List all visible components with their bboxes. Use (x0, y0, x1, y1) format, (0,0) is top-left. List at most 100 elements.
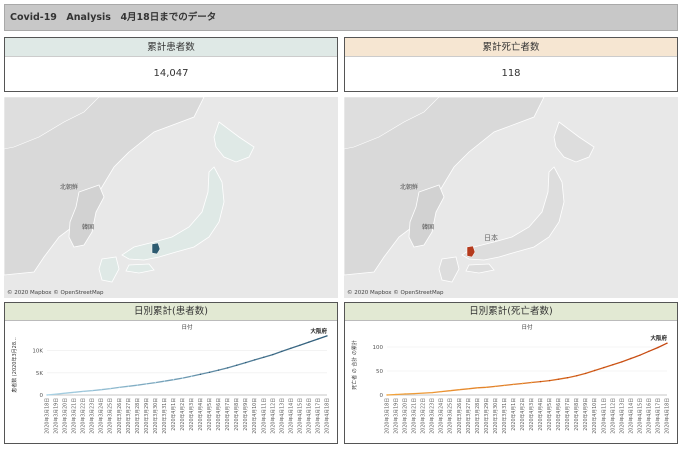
map-deaths-svg: 北朝鮮 韓国 日本 (344, 97, 678, 298)
x-tick-label: 2020年3月18日 (44, 398, 51, 434)
x-tick-label: 2020年4月6日 (555, 398, 562, 431)
x-tick-label: 2020年4月5日 (206, 398, 213, 431)
data-point (290, 347, 292, 349)
x-tick-label: 2020年4月3日 (528, 398, 535, 431)
x-tick-label: 2020年4月7日 (564, 398, 571, 431)
data-point (431, 391, 433, 394)
chart-deaths[interactable]: 日別累計(死亡者数) 日付 死亡者 の 合計 の累計 0 50 100 2020年3月18… (344, 302, 678, 444)
x-tick-label: 2020年4月10日 (251, 398, 258, 434)
data-point (585, 372, 587, 375)
y-tick-label: 0 (40, 393, 44, 399)
series-line (386, 342, 668, 396)
x-tick-label: 2020年3月21日 (71, 398, 78, 434)
x-tick-label: 2020年4月7日 (224, 398, 231, 431)
data-point (395, 393, 397, 396)
data-point (73, 391, 75, 393)
data-point (91, 389, 93, 392)
chart-cases[interactable]: 日別累計(患者数) 日付 患者数 (2020年3月28... 0 5K 10K 2020年… (4, 302, 338, 444)
x-tick-label: 2020年3月31日 (501, 398, 508, 434)
x-tick-label: 2020年3月18日 (384, 398, 391, 434)
data-point (576, 375, 578, 377)
data-point (145, 383, 148, 385)
data-point (386, 394, 388, 396)
data-point (548, 379, 551, 382)
data-point (657, 346, 659, 349)
data-point (485, 386, 488, 388)
data-point (281, 350, 283, 353)
x-tick-label: 2020年4月16日 (305, 398, 312, 434)
data-point (530, 381, 533, 384)
kpi-cases-card[interactable]: 累計患者数 14,047 (4, 37, 338, 92)
map-cases-svg: 北朝鮮 韓国 (4, 97, 338, 298)
x-tick-label: 2020年4月11日 (260, 398, 267, 434)
label-japan: 日本 (484, 233, 498, 242)
data-point (521, 382, 524, 385)
map-credit[interactable]: © 2020 Mapbox © OpenStreetMap (7, 290, 104, 296)
map-cases[interactable]: 北朝鮮 韓国 © 2020 Mapbox © OpenStreetMap (4, 97, 338, 298)
chart-deaths-title: 日別累計(死亡者数) (345, 303, 677, 321)
x-tick-label: 2020年3月23日 (429, 398, 436, 434)
x-tick-label: 2020年4月15日 (636, 398, 643, 434)
map-deaths[interactable]: 北朝鮮 韓国 日本 © 2020 Mapbox © OpenStreetMap (344, 97, 678, 298)
kpi-deaths-card[interactable]: 累計死亡者数 118 (344, 37, 678, 92)
x-tick-label: 2020年3月28日 (134, 398, 141, 434)
x-tick-label: 2020年4月15日 (296, 398, 303, 434)
kpi-cases-value: 14,047 (153, 68, 189, 79)
x-tick-label: 2020年4月1日 (170, 398, 177, 431)
x-tick-label: 2020年4月10日 (591, 398, 598, 434)
x-tick-label: 2020年4月13日 (278, 398, 285, 434)
data-point (404, 393, 406, 395)
x-tick-label: 2020年4月4日 (537, 398, 544, 431)
y-tick-label: 5K (36, 371, 43, 377)
y-tick-label: 50 (376, 369, 383, 375)
data-point (557, 378, 560, 380)
x-tick-label: 2020年3月26日 (456, 398, 463, 434)
data-point (308, 341, 310, 343)
data-point (440, 390, 442, 393)
x-tick-label: 2020年3月30日 (492, 398, 499, 434)
x-tick-label: 2020年3月24日 (98, 398, 105, 434)
data-point (118, 386, 121, 389)
kpi-cases-label: 累計患者数 (5, 38, 337, 57)
x-tick-label: 2020年3月23日 (89, 398, 96, 434)
data-point (512, 383, 515, 386)
data-point (245, 361, 247, 364)
x-tick-label: 2020年3月20日 (62, 398, 69, 434)
data-point (190, 375, 193, 377)
x-tick-label: 2020年4月12日 (269, 398, 276, 434)
data-point (648, 350, 650, 352)
x-tick-label: 2020年3月30日 (152, 398, 159, 434)
x-tick-label: 2020年3月27日 (125, 398, 132, 434)
data-point (326, 335, 328, 337)
data-point (181, 377, 184, 379)
label-north-korea: 北朝鮮 (400, 183, 418, 191)
x-tick-label: 2020年4月14日 (287, 398, 294, 434)
label-north-korea: 北朝鮮 (60, 183, 78, 191)
x-tick-label: 2020年3月25日 (447, 398, 454, 434)
data-point (154, 381, 157, 384)
data-point (630, 357, 632, 360)
data-point (82, 390, 84, 393)
data-point (172, 379, 175, 381)
series-end-label: 大阪府 (650, 334, 667, 342)
data-point (317, 338, 319, 340)
x-tick-label: 2020年4月9日 (582, 398, 589, 431)
data-point (449, 390, 451, 392)
map-credit[interactable]: © 2020 Mapbox © OpenStreetMap (347, 290, 444, 296)
y-axis-title: 死亡者 の 合計 の累計 (351, 340, 358, 390)
data-point (64, 392, 66, 394)
data-point (254, 359, 256, 361)
x-tick-label: 2020年4月17日 (654, 398, 661, 434)
data-point (603, 366, 605, 369)
x-tick-label: 2020年4月18日 (324, 398, 331, 434)
data-point (422, 392, 424, 394)
x-tick-label: 2020年4月9日 (242, 398, 249, 431)
label-south-korea: 韓国 (82, 223, 94, 231)
x-tick-label: 2020年4月2日 (179, 398, 186, 431)
x-tick-label: 2020年3月29日 (143, 398, 150, 434)
x-tick-label: 2020年4月6日 (215, 398, 222, 431)
x-tick-label: 2020年3月28日 (474, 398, 481, 434)
data-point (458, 389, 460, 391)
